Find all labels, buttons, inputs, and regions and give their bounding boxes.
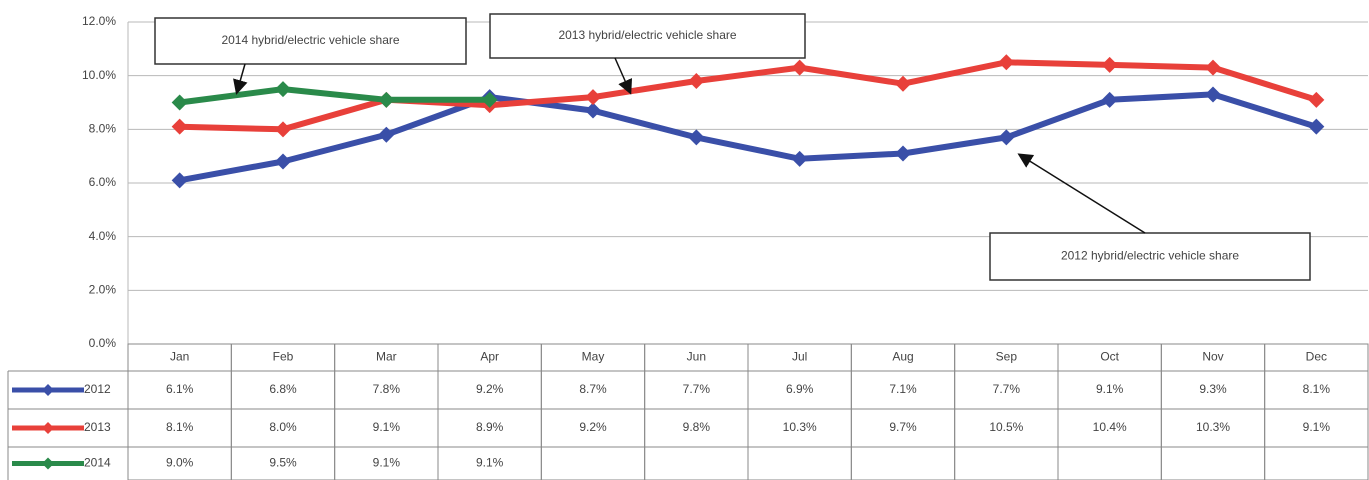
table-cell xyxy=(747,343,852,480)
data-point xyxy=(791,59,808,76)
series-line xyxy=(179,91,1318,184)
table-cell xyxy=(850,343,956,480)
table-value: 7.1% xyxy=(889,382,917,396)
table-value: 9.3% xyxy=(1199,382,1227,396)
table-cell xyxy=(1057,343,1162,480)
x-tick-label: Nov xyxy=(1202,350,1223,364)
table-value: 9.0% xyxy=(166,456,194,470)
data-point xyxy=(378,91,395,108)
table-value: 9.1% xyxy=(476,456,504,470)
data-point xyxy=(1308,91,1325,108)
table-value: 10.5% xyxy=(989,420,1023,434)
data-point xyxy=(275,153,291,170)
y-tick-label: 4.0% xyxy=(89,229,117,243)
table-value: 8.1% xyxy=(166,420,194,434)
legend-marker xyxy=(42,422,54,434)
data-point xyxy=(1308,118,1325,135)
annotation-box xyxy=(154,17,467,65)
data-point xyxy=(1205,86,1221,103)
legend-label: 2013 xyxy=(84,420,111,434)
table-value: 9.7% xyxy=(889,420,917,434)
table-value: 7.7% xyxy=(993,382,1021,396)
y-tick-label: 2.0% xyxy=(89,283,117,297)
table-cell xyxy=(644,343,749,480)
data-point xyxy=(688,73,705,90)
data-point xyxy=(895,145,911,162)
table-value: 8.9% xyxy=(476,420,504,434)
x-tick-label: Jan xyxy=(170,350,189,364)
x-tick-label: Mar xyxy=(376,350,397,364)
x-tick-label: Apr xyxy=(480,350,499,364)
table-cell xyxy=(540,343,646,480)
annotation-arrow xyxy=(614,57,633,95)
table-cell xyxy=(1160,343,1266,480)
legend-label: 2012 xyxy=(84,382,111,396)
x-tick-label: Feb xyxy=(273,350,294,364)
table-value: 9.8% xyxy=(683,420,711,434)
data-point xyxy=(275,81,291,98)
table-value: 8.7% xyxy=(579,382,607,396)
table-value: 9.1% xyxy=(373,420,401,434)
table-value: 8.0% xyxy=(269,420,297,434)
data-point xyxy=(895,75,911,92)
annotation: 2013 hybrid/electric vehicle share xyxy=(558,28,736,42)
table-value: 6.8% xyxy=(269,382,297,396)
y-tick-label: 12.0% xyxy=(82,14,116,28)
annotation-arrow xyxy=(1017,153,1146,234)
data-point xyxy=(171,94,188,111)
table-value: 9.1% xyxy=(1096,382,1124,396)
data-point xyxy=(1205,59,1221,76)
series-line xyxy=(179,86,490,106)
table-value: 9.5% xyxy=(269,456,297,470)
legend-label: 2014 xyxy=(84,456,111,470)
series-line xyxy=(179,59,1318,133)
x-tick-label: Jun xyxy=(687,350,706,364)
table-value: 7.8% xyxy=(373,382,401,396)
annotation: 2012 hybrid/electric vehicle share xyxy=(1061,249,1239,263)
data-point xyxy=(171,172,188,189)
data-point xyxy=(1101,56,1118,73)
data-point xyxy=(585,102,601,119)
table-cell xyxy=(954,343,1059,480)
data-point xyxy=(688,129,705,146)
table-value: 10.3% xyxy=(1196,420,1230,434)
x-tick-label: Dec xyxy=(1306,350,1327,364)
data-point xyxy=(481,91,498,108)
table-value: 10.4% xyxy=(1093,420,1127,434)
table-value: 7.7% xyxy=(683,382,711,396)
data-point xyxy=(585,89,601,106)
y-tick-label: 10.0% xyxy=(82,68,116,82)
x-tick-label: Aug xyxy=(892,350,913,364)
table-cell xyxy=(1264,343,1369,480)
table-value: 6.1% xyxy=(166,382,194,396)
data-point xyxy=(171,118,188,135)
data-point xyxy=(998,129,1015,146)
annotation: 2014 hybrid/electric vehicle share xyxy=(221,33,399,47)
y-tick-label: 6.0% xyxy=(89,175,117,189)
annotation-box xyxy=(989,232,1311,281)
x-tick-label: Sep xyxy=(996,350,1018,364)
data-point xyxy=(378,126,395,143)
table-value: 6.9% xyxy=(786,382,814,396)
annotation-arrow xyxy=(233,63,248,95)
legend-marker xyxy=(42,457,54,470)
legend-marker xyxy=(42,384,54,396)
table-value: 9.1% xyxy=(1303,420,1331,434)
y-tick-label: 8.0% xyxy=(89,122,117,136)
table-value: 9.2% xyxy=(579,420,607,434)
table-value: 8.1% xyxy=(1303,382,1331,396)
y-tick-label: 0.0% xyxy=(89,336,117,350)
annotation-box xyxy=(489,13,806,59)
data-point xyxy=(275,121,291,138)
table-value: 9.1% xyxy=(373,456,401,470)
table-value: 9.2% xyxy=(476,382,504,396)
x-tick-label: Jul xyxy=(792,350,807,364)
data-point xyxy=(791,150,808,167)
x-tick-label: May xyxy=(582,350,605,364)
data-point xyxy=(1101,91,1118,108)
table-value: 10.3% xyxy=(783,420,817,434)
data-point xyxy=(998,54,1015,71)
x-tick-label: Oct xyxy=(1100,350,1119,364)
